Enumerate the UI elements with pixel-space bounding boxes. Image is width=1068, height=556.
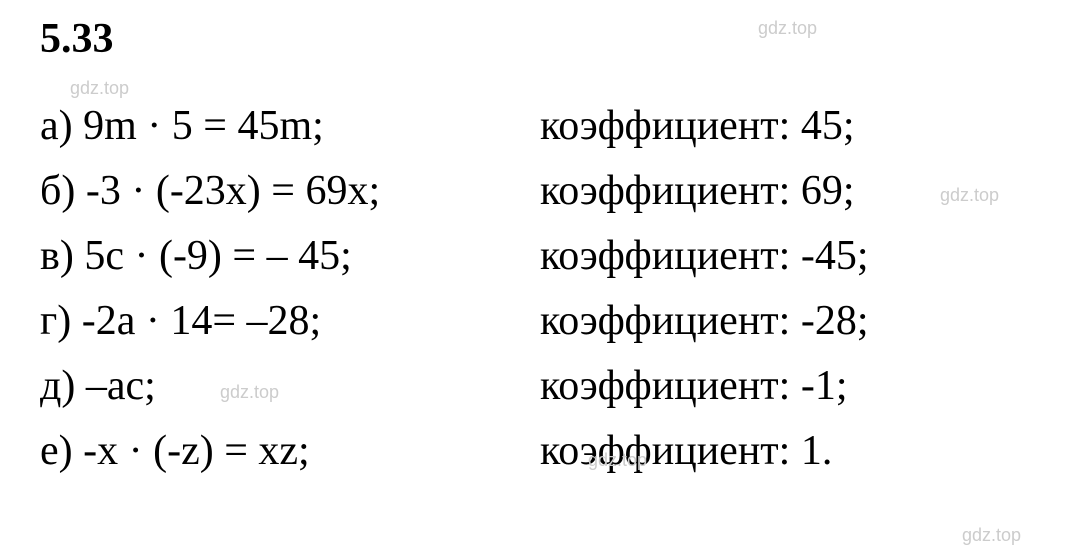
label-a: а) xyxy=(40,103,73,149)
page: 5.33 а) 9m · 5 = 45m; коэффициент: 45; б… xyxy=(0,0,1068,556)
expr-a: а) 9m · 5 = 45m; xyxy=(40,94,540,159)
coef-b: коэффициент: 69; xyxy=(540,159,855,224)
coef-label-v: коэффициент: xyxy=(540,233,790,279)
coef-value-b: 69; xyxy=(801,168,855,214)
coef-value-g: -28; xyxy=(801,298,869,344)
expression-e: -x · (-z) = xz; xyxy=(83,428,310,474)
line-b: б) -3 · (-23x) = 69x; коэффициент: 69; xyxy=(40,159,1028,224)
coef-label-g: коэффициент: xyxy=(540,298,790,344)
expr-v: в) 5c · (-9) = – 45; xyxy=(40,224,540,289)
coef-g: коэффициент: -28; xyxy=(540,289,868,354)
expr-g: г) -2a · 14= –28; xyxy=(40,289,540,354)
line-v: в) 5c · (-9) = – 45; коэффициент: -45; xyxy=(40,224,1028,289)
coef-label-e: коэффициент: xyxy=(540,428,790,474)
coef-label-d: коэффициент: xyxy=(540,363,790,409)
expression-b: -3 · (-23x) = 69x; xyxy=(86,168,380,214)
label-e: е) xyxy=(40,428,73,474)
coef-d: коэффициент: -1; xyxy=(540,354,847,419)
label-b: б) xyxy=(40,168,75,214)
expression-d: –ac; xyxy=(86,363,156,409)
expression-a: 9m · 5 = 45m; xyxy=(83,103,324,149)
line-g: г) -2a · 14= –28; коэффициент: -28; xyxy=(40,289,1028,354)
coef-value-e: 1. xyxy=(801,428,833,474)
watermark-6: gdz.top xyxy=(962,525,1021,546)
label-v: в) xyxy=(40,233,74,279)
coef-label-b: коэффициент: xyxy=(540,168,790,214)
problem-number: 5.33 xyxy=(40,18,1028,60)
line-d: д) –ac; коэффициент: -1; xyxy=(40,354,1028,419)
expression-v: 5c · (-9) = – 45; xyxy=(84,233,351,279)
coef-a: коэффициент: 45; xyxy=(540,94,855,159)
line-e: е) -x · (-z) = xz; коэффициент: 1. xyxy=(40,419,1028,484)
coef-value-v: -45; xyxy=(801,233,869,279)
coef-value-a: 45; xyxy=(801,103,855,149)
expression-g: -2a · 14= –28; xyxy=(82,298,321,344)
coef-v: коэффициент: -45; xyxy=(540,224,868,289)
label-d: д) xyxy=(40,363,75,409)
coef-e: коэффициент: 1. xyxy=(540,419,832,484)
label-g: г) xyxy=(40,298,71,344)
coef-value-d: -1; xyxy=(801,363,848,409)
coef-label-a: коэффициент: xyxy=(540,103,790,149)
line-a: а) 9m · 5 = 45m; коэффициент: 45; xyxy=(40,94,1028,159)
expr-e: е) -x · (-z) = xz; xyxy=(40,419,540,484)
expr-d: д) –ac; xyxy=(40,354,540,419)
expr-b: б) -3 · (-23x) = 69x; xyxy=(40,159,540,224)
